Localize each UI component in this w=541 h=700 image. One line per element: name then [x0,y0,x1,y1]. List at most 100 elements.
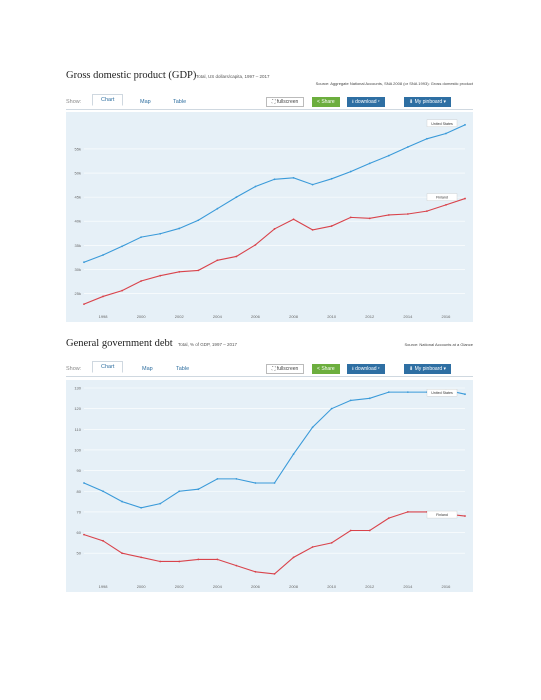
data-point[interactable] [406,511,409,513]
data-point[interactable] [311,426,314,429]
data-point[interactable] [368,162,371,165]
data-point[interactable] [121,552,123,555]
data-point[interactable] [254,243,257,246]
y-tick-label: 130 [74,386,81,391]
data-point[interactable] [216,477,219,480]
data-point[interactable] [273,572,276,575]
data-point[interactable] [426,210,428,213]
data-point[interactable] [159,274,162,277]
data-point[interactable] [216,558,219,561]
y-tick-label: 50k [75,171,81,176]
data-point[interactable] [159,232,162,235]
pinboard-button[interactable]: ⬇ My pinboard ▾ [404,97,452,107]
data-point[interactable] [216,259,219,262]
data-point[interactable] [83,261,85,264]
data-point[interactable] [387,214,390,216]
data-point[interactable] [349,529,352,532]
data-point[interactable] [292,453,295,455]
data-point[interactable] [178,227,181,230]
data-point[interactable] [387,391,390,394]
data-point[interactable] [273,178,276,181]
data-point[interactable] [292,556,295,559]
data-point[interactable] [406,391,409,394]
data-point[interactable] [349,170,352,173]
share-button[interactable]: < Share [312,364,340,374]
data-point[interactable] [102,254,104,256]
data-point[interactable] [387,154,390,157]
data-point[interactable] [368,529,371,532]
data-point[interactable] [254,570,257,573]
data-point[interactable] [159,560,162,563]
data-point[interactable] [102,539,104,542]
tab-chart[interactable]: Chart [92,361,124,373]
data-point[interactable] [83,303,85,306]
data-point[interactable] [83,533,85,536]
data-point[interactable] [197,219,200,222]
data-point[interactable] [330,225,333,227]
data-point[interactable] [197,558,200,561]
data-point[interactable] [254,482,257,484]
tab-bar: Show: Chart Map Table ⛶ fullscreen < Sha… [66,361,473,377]
data-point[interactable] [216,207,219,210]
data-point[interactable] [102,295,104,298]
data-point[interactable] [292,176,295,179]
data-point[interactable] [235,477,238,480]
data-point[interactable] [178,490,181,493]
data-point[interactable] [273,482,276,484]
data-point[interactable] [464,393,466,396]
tab-table[interactable]: Table [176,366,190,372]
data-point[interactable] [387,517,390,520]
pinboard-button[interactable]: ⬇ My pinboard ▾ [404,364,452,374]
data-point[interactable] [159,502,162,505]
data-point[interactable] [235,196,238,199]
pinboard-label: My pinboard ▾ [414,366,447,372]
data-point[interactable] [121,500,123,503]
data-point[interactable] [178,270,181,273]
data-point[interactable] [464,515,466,517]
data-point[interactable] [102,490,104,493]
data-point[interactable] [368,217,371,220]
data-point[interactable] [330,541,333,544]
data-point[interactable] [445,203,447,206]
data-point[interactable] [464,123,466,126]
data-point[interactable] [311,546,314,548]
x-tick-label: 2002 [175,314,185,319]
data-point[interactable] [140,556,143,559]
data-point[interactable] [311,229,314,231]
data-point[interactable] [330,177,333,180]
data-point[interactable] [311,183,314,186]
tab-map[interactable]: Map [140,99,151,105]
tab-table[interactable]: Table [173,99,187,105]
data-point[interactable] [121,289,123,292]
data-point[interactable] [140,506,143,509]
data-point[interactable] [445,132,447,135]
tab-map[interactable]: Map [142,366,153,372]
tab-chart[interactable]: Chart [92,94,124,106]
data-point[interactable] [464,197,466,200]
data-point[interactable] [349,399,352,402]
data-point[interactable] [426,137,428,140]
share-button[interactable]: < Share [312,97,340,107]
data-point[interactable] [235,255,238,258]
data-point[interactable] [83,482,85,484]
data-point[interactable] [330,407,333,410]
data-point[interactable] [368,397,371,400]
data-point[interactable] [140,236,143,239]
data-point[interactable] [178,560,181,563]
download-button[interactable]: ⭳ download ▾ [347,97,385,107]
data-point[interactable] [254,185,257,188]
data-point[interactable] [406,146,409,148]
gdp-chart: 25k 30k 35k 40k 45k 50k 55k 1998 2000 2002 2004 200… [75,119,466,319]
fullscreen-button[interactable]: ⛶ fullscreen [266,364,305,374]
download-button[interactable]: ⭳ download ▾ [347,364,385,374]
data-point[interactable] [197,269,200,272]
data-point[interactable] [406,213,409,215]
data-point[interactable] [292,218,295,221]
data-point[interactable] [197,488,200,491]
data-point[interactable] [349,216,352,219]
data-point[interactable] [121,245,123,248]
data-point[interactable] [273,228,276,230]
data-point[interactable] [235,564,238,567]
fullscreen-button[interactable]: ⛶ fullscreen [266,97,305,107]
data-point[interactable] [140,280,143,282]
